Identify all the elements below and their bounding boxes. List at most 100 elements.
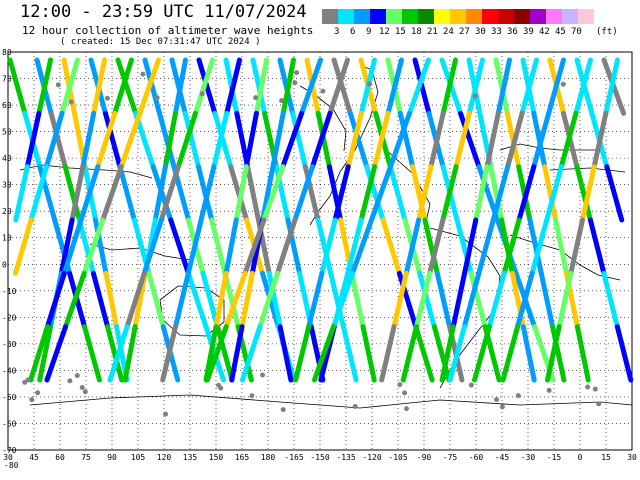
track-segment (519, 57, 539, 116)
lat-label: 20 (2, 207, 12, 216)
track-segment (100, 164, 124, 223)
lat-label: -70 (2, 446, 17, 455)
lon-label: 0 (578, 453, 583, 462)
ice-dot (79, 384, 85, 390)
ice-dot (585, 384, 591, 390)
track-segment (266, 270, 283, 330)
track-segment (293, 324, 312, 383)
ice-dot (499, 404, 505, 410)
legend-label: 42 (539, 27, 550, 37)
track-segment (358, 164, 378, 223)
lon-label: -90 (417, 453, 432, 462)
ice-dot (260, 372, 266, 378)
legend-swatch (482, 9, 498, 24)
lat-label: -10 (2, 287, 17, 296)
track-segment (330, 270, 355, 330)
ice-dot (352, 403, 358, 409)
track-segment (591, 110, 609, 170)
track-segment (488, 164, 505, 223)
track-segment (209, 217, 228, 276)
track-segment (413, 270, 433, 330)
track-segment (59, 57, 80, 116)
track-segment (90, 270, 111, 330)
lon-label: 45 (29, 453, 39, 462)
legend-swatch (322, 9, 338, 24)
legend-label: 30 (475, 27, 486, 37)
track-segment (200, 270, 221, 330)
legend-label: 3 (334, 27, 340, 37)
ice-dot (592, 386, 598, 392)
track-segment (223, 270, 248, 330)
track-segment (43, 110, 65, 170)
track-segment (242, 217, 267, 276)
lon-label: 30 (3, 453, 13, 462)
track-segment (69, 164, 86, 223)
track-segment (601, 270, 620, 330)
track-segment (112, 57, 134, 116)
track-segment (28, 324, 50, 383)
track-segment (406, 57, 431, 116)
legend-swatch (498, 9, 514, 24)
track-segment (36, 57, 53, 116)
track-segment (299, 57, 323, 116)
lat-label: -60 (2, 419, 17, 428)
track-segment (428, 110, 446, 170)
track-segment (48, 110, 68, 170)
track-segment (476, 217, 496, 276)
legend-swatch (434, 9, 450, 24)
ice-dot (74, 373, 80, 379)
track-segment (466, 57, 485, 116)
track-segment (185, 270, 209, 330)
track-segment (417, 270, 437, 330)
track-segment (213, 270, 229, 330)
lon-label: -15 (547, 453, 562, 462)
track-segment (490, 164, 511, 223)
track-segment (458, 110, 482, 170)
lon-label: 75 (81, 453, 91, 462)
ice-dot (546, 387, 552, 393)
track-segment (250, 57, 268, 116)
legend-swatch (450, 9, 466, 24)
track-segment (515, 270, 535, 330)
lon-label: 135 (183, 453, 198, 462)
track-segment (468, 270, 488, 330)
track-segment (400, 324, 419, 383)
ice-dot (494, 397, 500, 403)
track-segment (364, 164, 386, 223)
track-segment (546, 57, 566, 116)
track-segment (412, 57, 432, 116)
track-segment (203, 324, 219, 383)
track-segment (604, 164, 625, 223)
ice-dot (560, 81, 566, 87)
track-segment (137, 57, 161, 116)
track-segment (182, 110, 201, 170)
track-segment (349, 217, 374, 276)
track-segment (280, 57, 296, 116)
lat-label: 40 (2, 154, 12, 163)
legend-label: 15 (395, 27, 406, 37)
legend-unit: (ft) (596, 27, 618, 37)
lon-label: -45 (495, 453, 510, 462)
ice-dot (163, 411, 169, 417)
track-segment (292, 164, 315, 223)
legend-swatch (514, 9, 530, 24)
legend-label: 9 (366, 27, 372, 37)
track-segment (211, 110, 230, 170)
track-segment (12, 217, 34, 276)
ice-dot (104, 95, 110, 101)
track-segment (173, 270, 191, 330)
track-segment (63, 270, 87, 330)
track-segment (78, 164, 101, 223)
track-segment (579, 164, 597, 223)
ice-dot (596, 401, 602, 407)
lon-label: 90 (107, 453, 117, 462)
page-subtitle: 12 hour collection of altimeter wave hei… (22, 24, 314, 37)
track-segment (152, 164, 168, 223)
legend-label: 18 (411, 27, 422, 37)
track-segment (243, 110, 259, 170)
track-segment (516, 164, 537, 223)
lat-label: 70 (2, 75, 12, 84)
lon-label: -135 (336, 453, 355, 462)
track-segment (380, 217, 402, 276)
